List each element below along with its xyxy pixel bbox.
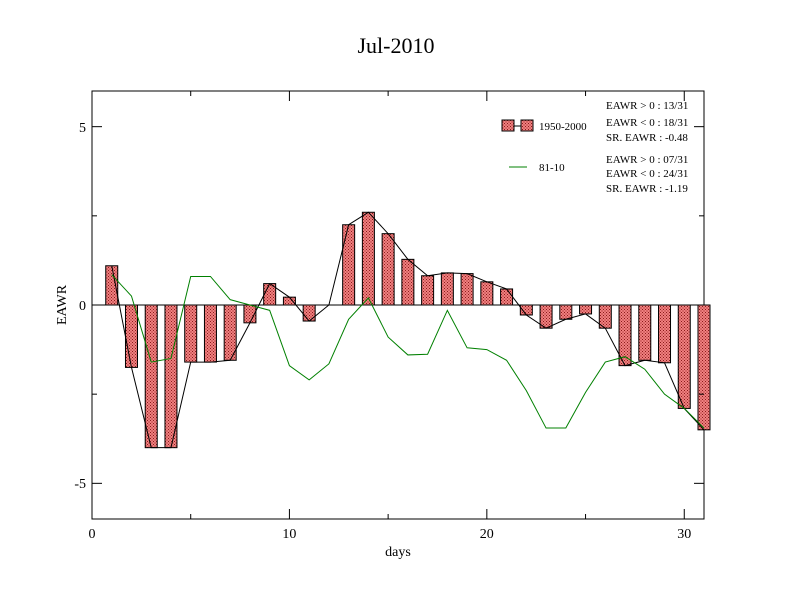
bar-day-29 <box>658 304 672 364</box>
x-axis-label: days <box>385 545 411 560</box>
x-tick-label-0: 0 <box>89 527 96 542</box>
x-tick-label-20: 20 <box>480 527 494 542</box>
y-tick-label-5: 5 <box>79 121 86 136</box>
y-tick-label-minus-5: -5 <box>74 477 86 492</box>
stat-8110-positive: EAWR > 0 : 07/31 <box>606 154 688 166</box>
bar-day-20 <box>480 281 494 306</box>
bar-day-28 <box>638 304 652 361</box>
bar-day-6 <box>203 304 217 363</box>
bar-day-17 <box>421 275 435 306</box>
chart-title: Jul-2010 <box>358 33 435 58</box>
bar-day-14 <box>361 211 375 306</box>
legend-label-1950-2000: 1950-2000 <box>539 121 587 133</box>
bar-day-31 <box>697 304 711 431</box>
bar-day-24 <box>559 304 573 320</box>
bar-day-16 <box>401 258 415 306</box>
bar-day-21 <box>500 288 514 306</box>
bar-day-10 <box>282 296 296 306</box>
bar-day-2 <box>124 304 138 368</box>
stat-8110-negative: EAWR < 0 : 24/31 <box>606 168 688 180</box>
stats-81-10: EAWR > 0 : 07/31 EAWR < 0 : 24/31 SR. EA… <box>606 154 688 195</box>
y-axis-label: EAWR <box>55 284 70 325</box>
x-tick-label-10: 10 <box>282 527 296 542</box>
stats-1950-2000: EAWR > 0 : 13/31 EAWR < 0 : 18/31 SR. EA… <box>606 100 688 144</box>
x-tick-label-30: 30 <box>677 527 691 542</box>
stat-8110-sr: SR. EAWR : -1.19 <box>606 183 688 195</box>
bar-series-1950-2000 <box>105 211 711 449</box>
stat-1950-negative: EAWR < 0 : 18/31 <box>606 117 688 129</box>
bar-day-15 <box>381 233 395 306</box>
bar-day-4 <box>164 304 178 449</box>
bar-day-11 <box>302 304 316 322</box>
stat-1950-positive: EAWR > 0 : 13/31 <box>606 100 688 112</box>
y-tick-label-0: 0 <box>79 299 86 314</box>
bar-day-13 <box>342 224 356 306</box>
line-series-81-10 <box>111 274 705 429</box>
legend: 1950-2000 81-10 <box>501 119 587 174</box>
bar-day-19 <box>460 273 474 306</box>
bar-day-18 <box>440 272 454 306</box>
axis-ticks <box>91 91 704 519</box>
bar-day-3 <box>144 304 158 449</box>
bar-day-25 <box>579 304 593 315</box>
bar-day-23 <box>539 304 553 329</box>
bar-day-30 <box>677 304 691 409</box>
legend-bar-swatch-left <box>501 119 515 132</box>
stat-1950-sr: SR. EAWR : -0.48 <box>606 132 688 144</box>
bar-day-5 <box>184 304 198 363</box>
legend-label-81-10: 81-10 <box>539 162 565 174</box>
legend-bar-swatch-right <box>520 119 534 132</box>
bar-series-outline <box>111 211 705 449</box>
